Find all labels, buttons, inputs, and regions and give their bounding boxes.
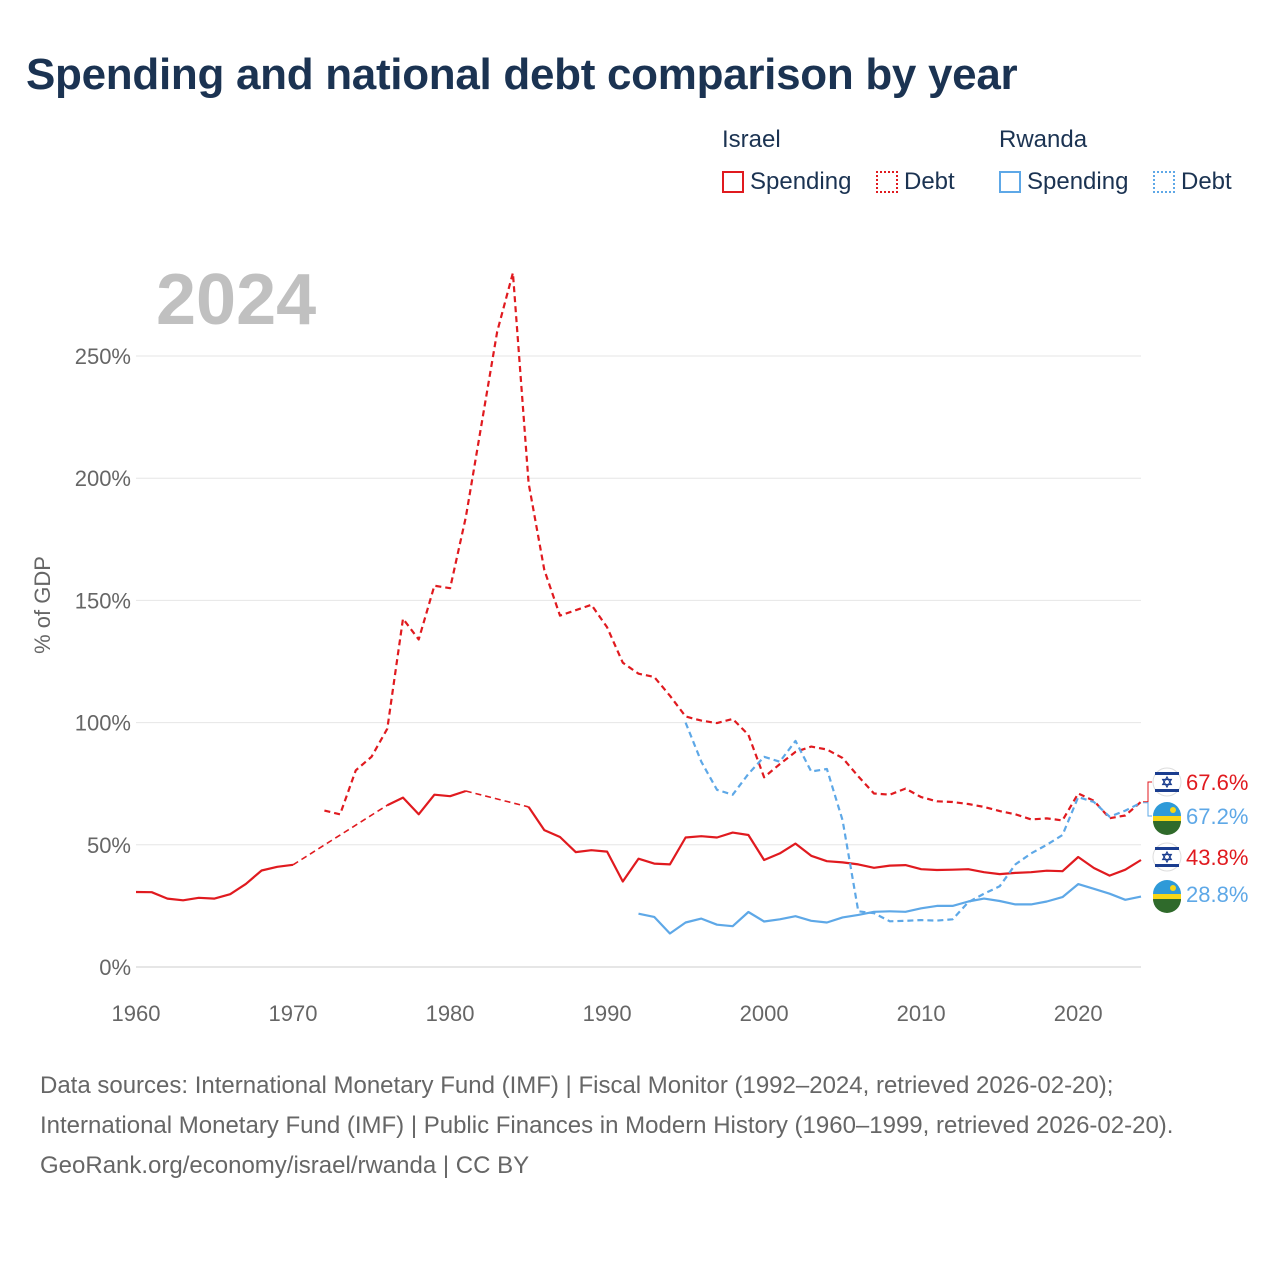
flag-band-green [1153,821,1181,835]
data-sources-note: Data sources: International Monetary Fun… [40,1072,1174,1139]
sun-icon [1170,885,1176,891]
dotted-line-swatch-icon [1153,171,1175,193]
sun-icon [1170,807,1176,813]
legend-country-rwanda: Rwanda [999,126,1088,153]
flag-band-green [1153,899,1181,913]
star-of-david-icon [1161,775,1173,789]
flag-band-yellow [1153,816,1181,823]
y-tick-label: 250% [75,344,131,369]
legend-israel-debt[interactable]: Debt [876,168,955,196]
line-chart: 2024 0% 50% 100% 150% 200% 250% 1960 1970 1980 199… [30,260,1248,1026]
year-watermark: 2024 [156,260,316,340]
israel-flag [1152,767,1182,797]
legend-rwanda-spending-label: Spending [1027,168,1129,195]
x-tick-label: 1960 [112,1001,161,1026]
legend-rwanda-debt[interactable]: Debt [1153,168,1232,196]
x-tick-label: 1990 [583,1001,632,1026]
rwanda-flag [1153,802,1181,835]
flag-band-blue [1153,802,1181,816]
flag-band-yellow [1153,894,1181,901]
legend-rwanda-debt-label: Debt [1181,168,1232,195]
end-value-label: 67.6% [1186,770,1248,795]
x-tick-label: 2010 [897,1001,946,1026]
end-value-label: 28.8% [1186,882,1248,907]
legend-country-israel: Israel [722,126,781,153]
end-label-connector [1143,781,1152,803]
israel-spending-line [386,789,467,816]
rwanda-flag [1153,880,1181,913]
star-of-david-icon [1161,850,1173,864]
solid-line-swatch-icon [722,171,744,193]
israel-spending-line [527,806,1142,883]
legend: Israel Spending Debt Rwanda Spending Deb… [722,126,1262,206]
y-tick-label: 100% [75,711,131,736]
israel-flag [1152,842,1182,872]
legend-israel-spending-label: Spending [750,168,852,195]
dotted-line-swatch-icon [876,171,898,193]
solid-line-swatch-icon [999,171,1021,193]
israel-debt-line [324,271,1142,822]
x-tick-label: 1970 [269,1001,318,1026]
end-value-label: 67.2% [1186,804,1248,829]
rwanda-spending-line [638,883,1142,935]
israel-spending-gap-connector [465,790,529,808]
y-tick-label: 0% [99,955,131,980]
israel-spending-gap-connector [292,804,388,866]
x-tick-label: 1980 [426,1001,475,1026]
legend-israel-spending[interactable]: Spending [722,168,851,196]
flag-stripe [1155,772,1179,775]
y-axis-title: % of GDP [30,556,55,654]
legend-israel-debt-label: Debt [904,168,955,195]
credit-link[interactable]: GeoRank.org/economy/israel/rwanda | CC B… [40,1152,530,1179]
y-tick-label: 50% [87,833,131,858]
chart-title: Spending and national debt comparison by… [26,50,1018,99]
rwanda-debt-line [684,722,1142,923]
end-label-connector [1143,802,1152,817]
legend-rwanda-spending[interactable]: Spending [999,168,1128,196]
israel-spending-line [135,863,294,902]
flag-stripe [1155,864,1179,867]
flag-stripe [1155,789,1179,792]
flag-band-blue [1153,880,1181,894]
x-tick-label: 2000 [740,1001,789,1026]
x-tick-label: 2020 [1054,1001,1103,1026]
end-value-label: 43.8% [1186,845,1248,870]
y-tick-label: 200% [75,466,131,491]
footer: Data sources: International Monetary Fun… [40,1066,1240,1186]
y-tick-label: 150% [75,588,131,613]
flag-stripe [1155,847,1179,850]
